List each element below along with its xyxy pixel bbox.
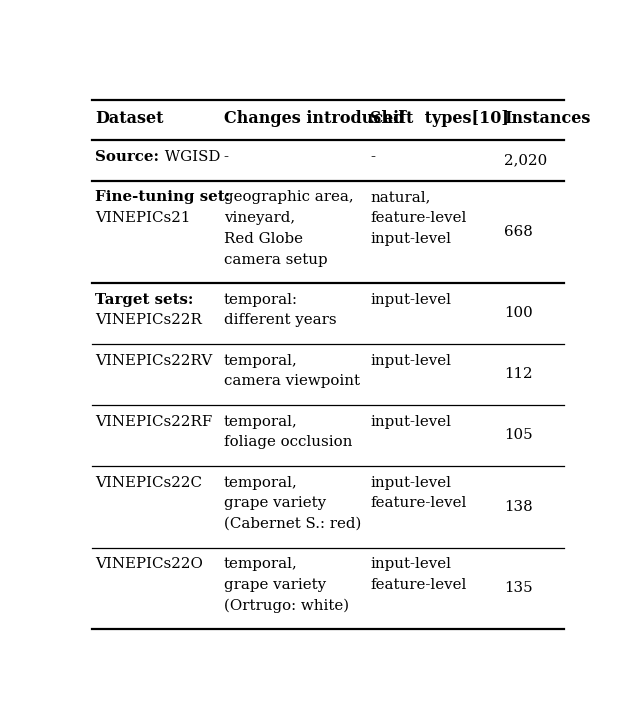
Text: input-level: input-level <box>370 476 451 490</box>
Text: temporal,: temporal, <box>224 415 298 428</box>
Text: VINEPICs21: VINEPICs21 <box>95 211 190 225</box>
Text: different years: different years <box>224 313 337 327</box>
Text: Shift  types[10]: Shift types[10] <box>370 110 509 127</box>
Text: 138: 138 <box>504 500 533 514</box>
Text: geographic area,: geographic area, <box>224 190 353 204</box>
Text: Dataset: Dataset <box>95 110 163 127</box>
Text: VINEPICs22O: VINEPICs22O <box>95 557 203 571</box>
Text: grape variety: grape variety <box>224 578 326 592</box>
Text: 668: 668 <box>504 225 533 239</box>
Text: 2,020: 2,020 <box>504 153 547 168</box>
Text: input-level: input-level <box>370 415 451 428</box>
Text: input-level: input-level <box>370 232 451 246</box>
Text: -: - <box>224 150 229 164</box>
Text: VINEPICs22RV: VINEPICs22RV <box>95 354 212 368</box>
Text: feature-level: feature-level <box>370 578 467 592</box>
Text: Red Globe: Red Globe <box>224 232 303 246</box>
Text: 135: 135 <box>504 581 532 595</box>
Text: temporal:: temporal: <box>224 293 298 307</box>
Text: input-level: input-level <box>370 354 451 368</box>
Text: VINEPICs22C: VINEPICs22C <box>95 476 202 490</box>
Text: grape variety: grape variety <box>224 496 326 510</box>
Text: Source:: Source: <box>95 150 159 164</box>
Text: input-level: input-level <box>370 293 451 307</box>
Text: input-level: input-level <box>370 557 451 571</box>
Text: vineyard,: vineyard, <box>224 211 295 225</box>
Text: temporal,: temporal, <box>224 476 298 490</box>
Text: 100: 100 <box>504 306 533 320</box>
Text: Fine-tuning set:: Fine-tuning set: <box>95 190 230 204</box>
Text: (Ortrugo: white): (Ortrugo: white) <box>224 599 349 613</box>
Text: natural,: natural, <box>370 190 431 204</box>
Text: temporal,: temporal, <box>224 354 298 368</box>
Text: (Cabernet S.: red): (Cabernet S.: red) <box>224 517 361 531</box>
Text: Instances: Instances <box>504 110 591 127</box>
Text: -: - <box>370 150 375 164</box>
Text: feature-level: feature-level <box>370 496 467 510</box>
Text: WGISD: WGISD <box>161 150 221 164</box>
Text: 112: 112 <box>504 368 532 382</box>
Text: Changes introduced: Changes introduced <box>224 110 404 127</box>
Text: VINEPICs22RF: VINEPICs22RF <box>95 415 212 428</box>
Text: temporal,: temporal, <box>224 557 298 571</box>
Text: feature-level: feature-level <box>370 211 467 225</box>
Text: Target sets:: Target sets: <box>95 293 193 307</box>
Text: foliage occlusion: foliage occlusion <box>224 436 352 450</box>
Text: camera setup: camera setup <box>224 252 328 267</box>
Text: camera viewpoint: camera viewpoint <box>224 375 360 388</box>
Text: VINEPICs22R: VINEPICs22R <box>95 313 202 327</box>
Text: 105: 105 <box>504 428 532 443</box>
